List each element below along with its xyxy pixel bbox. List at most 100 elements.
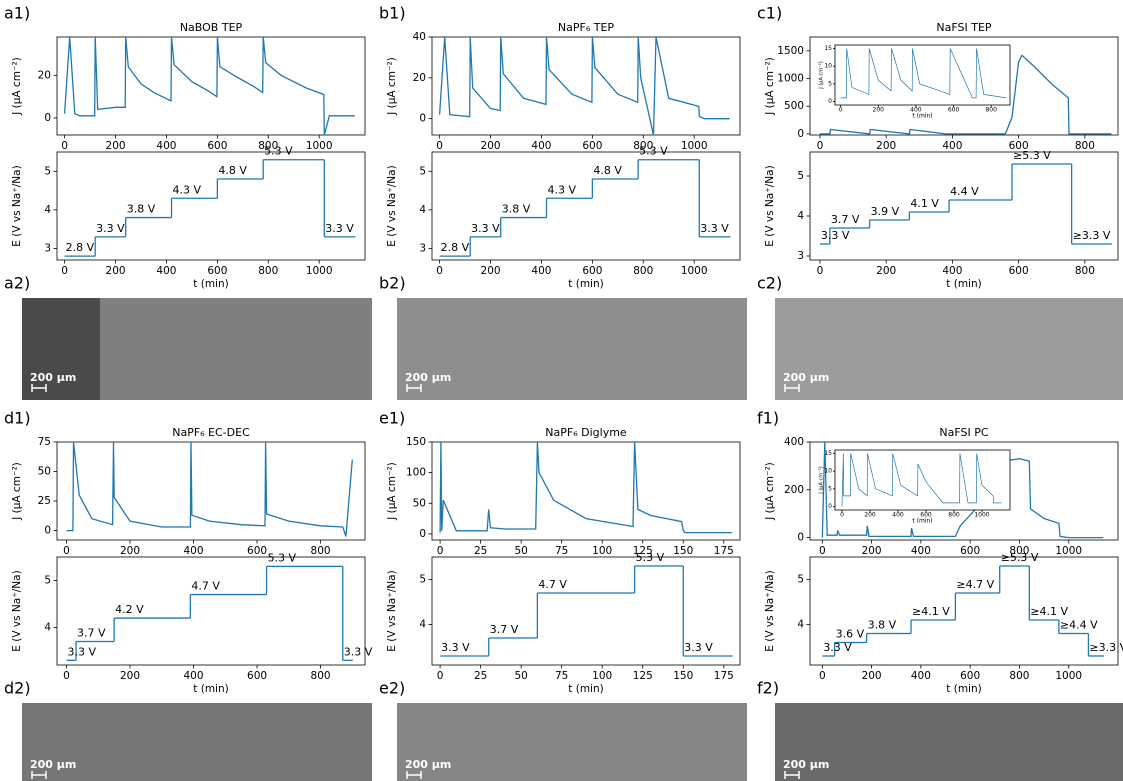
y-tick-label: 4 bbox=[419, 619, 426, 631]
x-axis-label: t (min) bbox=[568, 683, 603, 695]
x-tick-label: 0 bbox=[436, 140, 443, 152]
x-tick-label: 200 bbox=[862, 545, 882, 557]
x-tick-label: 1000 bbox=[1055, 545, 1082, 557]
y-tick-label: 3 bbox=[419, 242, 426, 254]
plot-frame bbox=[809, 556, 1119, 666]
plot-frame bbox=[56, 36, 366, 136]
step-label: 3.7 V bbox=[490, 623, 519, 636]
x-tick-label: 200 bbox=[876, 265, 896, 277]
x-tick-label: 0 bbox=[63, 545, 70, 557]
step-label: 3.3 V bbox=[68, 645, 97, 658]
x-tick-label: 400 bbox=[942, 265, 962, 277]
x-tick-label: 0 bbox=[817, 140, 824, 152]
plot-frame bbox=[431, 441, 741, 541]
step-label: 3.3 V bbox=[823, 641, 852, 654]
x-tick-label: 600 bbox=[920, 512, 932, 519]
panel-label: f2) bbox=[757, 679, 779, 698]
panel-label: b2) bbox=[379, 274, 406, 293]
scale-bar-label: 200 µm bbox=[783, 758, 829, 771]
sem-image bbox=[775, 298, 1123, 400]
step-label: ≥5.3 V bbox=[1001, 551, 1039, 564]
y-axis-label: E (V vs Na⁺/Na) bbox=[11, 570, 23, 651]
x-tick-label: 800 bbox=[985, 107, 997, 114]
x-tick-label: 600 bbox=[582, 265, 602, 277]
x-tick-label: 400 bbox=[911, 670, 931, 682]
x-tick-label: 600 bbox=[582, 140, 602, 152]
step-end bbox=[731, 655, 733, 657]
x-tick-label: 400 bbox=[531, 265, 551, 277]
x-tick-label: 800 bbox=[311, 545, 331, 557]
x-tick-label: 600 bbox=[948, 107, 960, 114]
y-tick-label: 3 bbox=[797, 250, 804, 262]
x-tick-label: 600 bbox=[960, 670, 980, 682]
step-label: 4.4 V bbox=[950, 185, 979, 198]
y-tick-label: 75 bbox=[38, 436, 51, 448]
data-line bbox=[819, 54, 1112, 135]
y-axis-label: J (μA cm⁻²) bbox=[819, 61, 825, 89]
x-tick-label: 200 bbox=[862, 670, 882, 682]
x-tick-label: 125 bbox=[633, 670, 653, 682]
y-tick-label: 50 bbox=[38, 466, 51, 478]
x-tick-label: 0 bbox=[819, 670, 826, 682]
step-label: 3.3 V bbox=[96, 222, 125, 235]
y-tick-label: 0 bbox=[419, 528, 426, 540]
step-label: 4.3 V bbox=[548, 183, 577, 196]
step-label: ≥4.4 V bbox=[1060, 619, 1098, 632]
step-label: 2.8 V bbox=[441, 241, 470, 254]
y-tick-label: 1500 bbox=[777, 45, 804, 57]
scale-bar-label: 200 µm bbox=[783, 371, 829, 384]
x-tick-label: 175 bbox=[714, 545, 734, 557]
x-tick-label: 150 bbox=[673, 670, 693, 682]
y-tick-label: 5 bbox=[419, 574, 426, 586]
panel-label: b1) bbox=[379, 4, 406, 23]
plot-frame bbox=[56, 151, 366, 261]
step-label: 3.3 V bbox=[344, 645, 373, 658]
y-tick-label: 15 bbox=[824, 450, 832, 457]
step-label: 3.8 V bbox=[127, 203, 156, 216]
step-label: 3.7 V bbox=[77, 627, 106, 640]
x-axis-label: t (min) bbox=[912, 518, 932, 525]
x-tick-label: 150 bbox=[673, 545, 693, 557]
step-label: 3.3 V bbox=[471, 222, 500, 235]
step-label: 5.3 V bbox=[264, 145, 293, 158]
x-tick-label: 25 bbox=[474, 670, 487, 682]
sem-image bbox=[775, 703, 1123, 781]
x-tick-label: 200 bbox=[876, 140, 896, 152]
x-tick-label: 1000 bbox=[306, 140, 333, 152]
y-axis-label: J (μA cm⁻²) bbox=[11, 57, 23, 116]
plot-frame bbox=[834, 44, 1011, 106]
data-line bbox=[821, 441, 1104, 539]
step-label: 2.8 V bbox=[66, 241, 95, 254]
y-tick-label: 0 bbox=[797, 128, 804, 140]
data-line bbox=[840, 48, 1007, 99]
plot-frame bbox=[431, 36, 741, 136]
x-tick-label: 0 bbox=[839, 107, 843, 114]
y-tick-label: 1000 bbox=[777, 73, 804, 85]
panel-label: d1) bbox=[4, 409, 31, 428]
x-axis-label: t (min) bbox=[568, 278, 603, 290]
step-label: ≥5.3 V bbox=[1013, 149, 1051, 162]
scale-bar-label: 200 µm bbox=[30, 371, 76, 384]
x-tick-label: 0 bbox=[437, 545, 444, 557]
step-label: 4.2 V bbox=[115, 603, 144, 616]
y-tick-label: 4 bbox=[419, 204, 426, 216]
x-tick-label: 600 bbox=[207, 140, 227, 152]
step-label: 3.7 V bbox=[831, 213, 860, 226]
y-axis-label: J (μA cm⁻²) bbox=[819, 466, 825, 494]
y-tick-label: 10 bbox=[824, 63, 832, 70]
x-tick-label: 800 bbox=[633, 140, 653, 152]
step-label: 3.3 V bbox=[684, 641, 713, 654]
panel-label: a2) bbox=[4, 274, 30, 293]
y-tick-label: 0 bbox=[419, 113, 426, 125]
y-tick-label: 0 bbox=[828, 503, 832, 510]
y-axis-label: E (V vs Na⁺/Na) bbox=[764, 570, 776, 651]
x-tick-label: 200 bbox=[120, 670, 140, 682]
x-axis-label: t (min) bbox=[946, 683, 981, 695]
x-tick-label: 600 bbox=[960, 545, 980, 557]
x-tick-label: 400 bbox=[184, 670, 204, 682]
y-tick-label: 20 bbox=[38, 69, 51, 81]
x-tick-label: 400 bbox=[156, 265, 176, 277]
step-label: 5.3 V bbox=[639, 145, 668, 158]
x-tick-label: 400 bbox=[910, 107, 922, 114]
chart-title: NaFSI PC bbox=[939, 426, 988, 439]
